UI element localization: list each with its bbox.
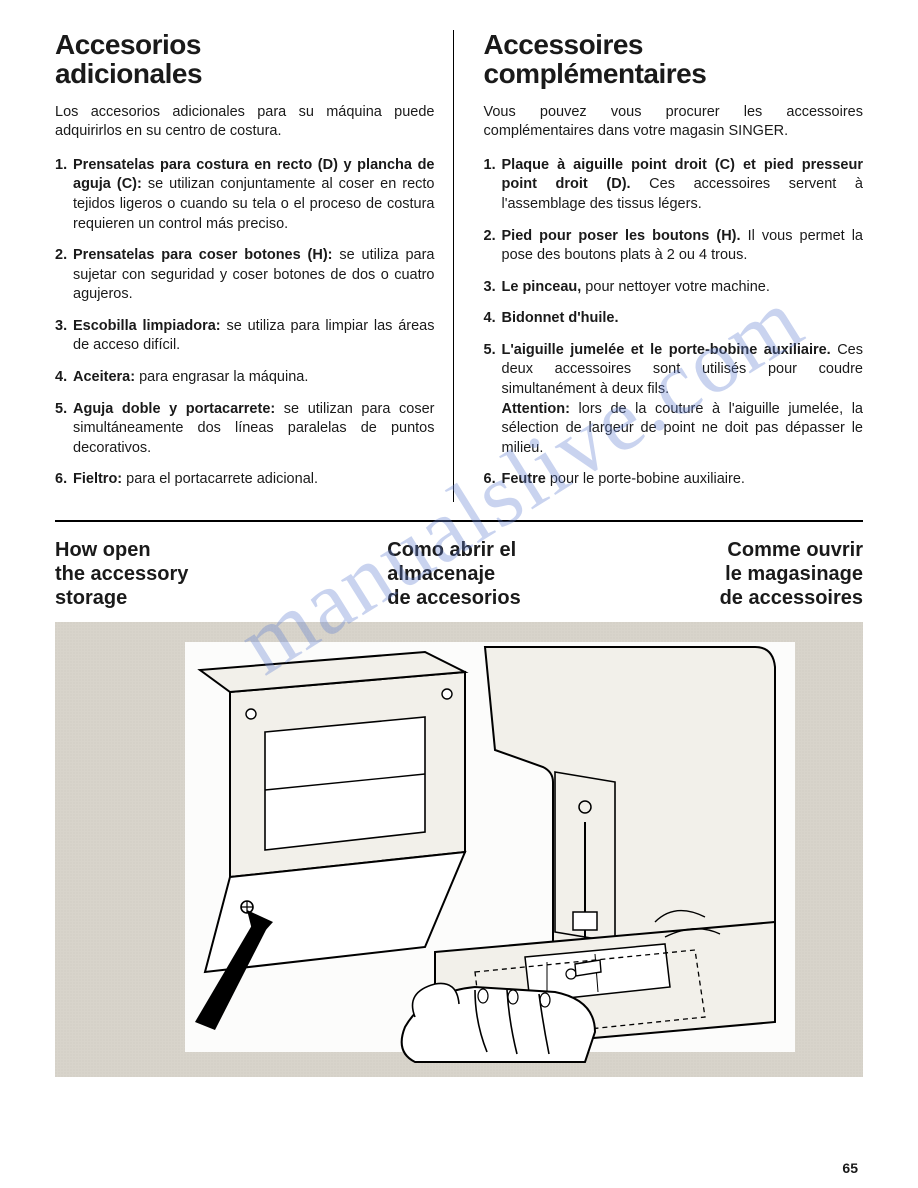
english-subheading: How open the accessory storage [55, 538, 188, 610]
spanish-heading: Accesorios adicionales [55, 30, 435, 89]
list-item: 2.Pied pour poser les boutons (H). Il vo… [502, 227, 864, 266]
list-item: 1.Plaque à aiguille point droit (C) et p… [502, 156, 864, 215]
list-item: 2.Prensatelas para coser botones (H): se… [73, 246, 435, 305]
list-item: 4.Aceitera: para engrasar la máquina. [73, 368, 435, 388]
heading-line: adicionales [55, 58, 202, 89]
french-intro: Vous pouvez vous procurer les accessoire… [484, 103, 864, 142]
heading-line: Accesorios [55, 29, 201, 60]
spanish-intro: Los accesorios adicionales para su máqui… [55, 103, 435, 142]
page-number: 65 [842, 1160, 858, 1176]
spanish-list: 1.Prensatelas para costura en recto (D) … [55, 156, 435, 490]
list-item: 5.L'aiguille jumelée et le porte-bobine … [502, 341, 864, 458]
french-heading: Accessoires complémentaires [484, 30, 864, 89]
mid-headings: How open the accessory storage Como abri… [55, 538, 863, 610]
list-item: 6.Feutre pour le porte-bobine auxiliaire… [502, 470, 864, 490]
heading-line: complémentaires [484, 58, 707, 89]
list-item: 6.Fieltro: para el portacarrete adiciona… [73, 470, 435, 490]
list-item: 5.Aguja doble y portacarrete: se utiliza… [73, 400, 435, 459]
spanish-column: Accesorios adicionales Los accesorios ad… [55, 30, 454, 502]
list-item: 1.Prensatelas para costura en recto (D) … [73, 156, 435, 234]
list-item: 3.Escobilla limpiadora: se utiliza para … [73, 317, 435, 356]
spanish-subheading: Como abrir el almacenaje de accesorios [387, 538, 520, 610]
sewing-machine-illustration [55, 622, 863, 1077]
list-item: 4.Bidonnet d'huile. [502, 309, 864, 329]
french-column: Accessoires complémentaires Vous pouvez … [484, 30, 864, 502]
top-section: Accesorios adicionales Los accesorios ad… [55, 30, 863, 522]
french-list: 1.Plaque à aiguille point droit (C) et p… [484, 156, 864, 490]
sewing-machine-figure [55, 622, 863, 1077]
french-subheading: Comme ouvrir le magasinage de accessoire… [720, 538, 863, 610]
heading-line: Accessoires [484, 29, 644, 60]
list-item: 3.Le pinceau, pour nettoyer votre machin… [502, 278, 864, 298]
